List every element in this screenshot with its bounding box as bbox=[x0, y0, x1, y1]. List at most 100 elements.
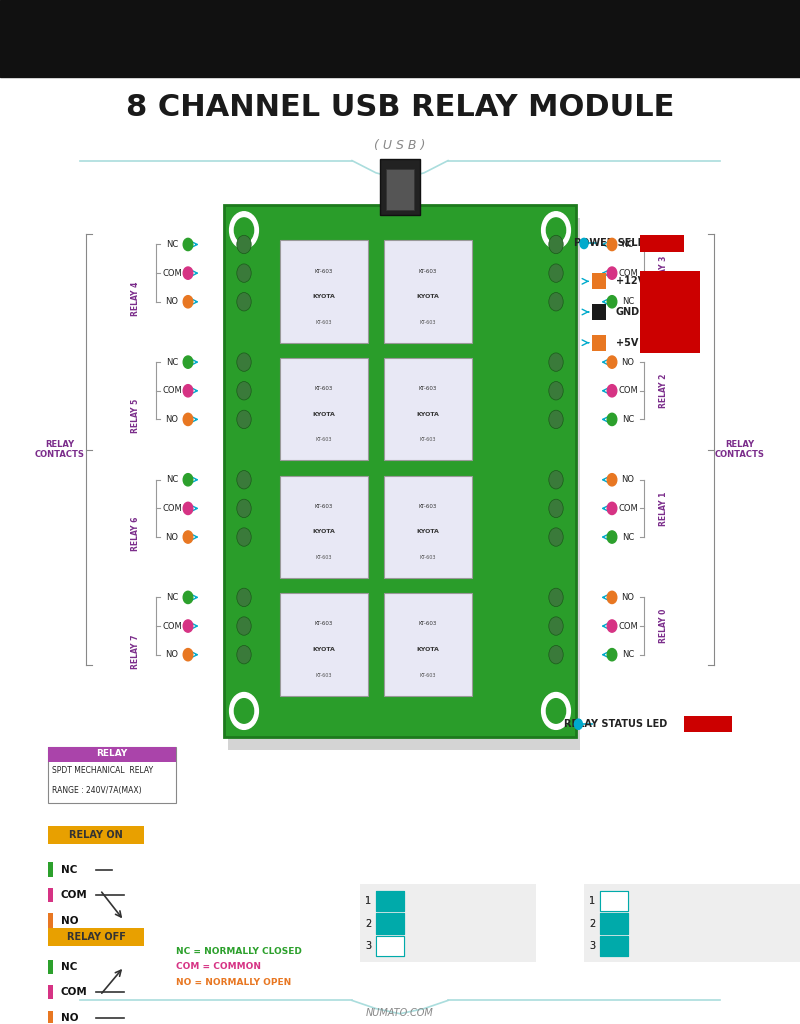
Circle shape bbox=[183, 530, 193, 543]
Text: KT-603: KT-603 bbox=[419, 504, 437, 509]
Text: RELAY
CONTACTS: RELAY CONTACTS bbox=[35, 440, 85, 460]
Circle shape bbox=[574, 719, 582, 729]
Text: COM = COMMON: COM = COMMON bbox=[176, 963, 261, 971]
Text: NC: NC bbox=[166, 357, 178, 367]
Bar bbox=[384, 241, 472, 343]
Text: 8 CHANNEL USB RELAY MODULE: 8 CHANNEL USB RELAY MODULE bbox=[126, 93, 674, 122]
Circle shape bbox=[542, 212, 570, 249]
Bar bbox=[376, 913, 404, 934]
Text: COM: COM bbox=[61, 987, 87, 997]
Circle shape bbox=[607, 385, 617, 397]
Text: Connect the positive
terminal of the power
supply to the +5V
terminal on the mod: Connect the positive terminal of the pow… bbox=[416, 897, 523, 948]
Bar bbox=[600, 913, 628, 934]
Circle shape bbox=[237, 616, 251, 635]
Text: KT-603: KT-603 bbox=[315, 386, 333, 391]
Bar bbox=[384, 358, 472, 461]
Text: NC: NC bbox=[622, 297, 634, 306]
Text: KT-603: KT-603 bbox=[420, 319, 436, 325]
Circle shape bbox=[234, 218, 254, 243]
Text: NO: NO bbox=[622, 357, 634, 367]
Bar bbox=[48, 1011, 53, 1024]
Circle shape bbox=[549, 353, 563, 372]
Circle shape bbox=[549, 499, 563, 517]
Text: SPDT MECHANICAL  RELAY: SPDT MECHANICAL RELAY bbox=[52, 766, 153, 775]
Circle shape bbox=[237, 499, 251, 517]
Circle shape bbox=[549, 382, 563, 400]
Text: Connect the positive
terminal of the power
supply to the +5V
terminal on the mod: Connect the positive terminal of the pow… bbox=[416, 897, 523, 948]
Text: By default the board is
configured to use +5V
supply form USB [2-3]: By default the board is configured to us… bbox=[640, 908, 743, 938]
Circle shape bbox=[237, 411, 251, 429]
Circle shape bbox=[183, 385, 193, 397]
Text: RELAY 7: RELAY 7 bbox=[131, 634, 141, 669]
Circle shape bbox=[230, 692, 258, 729]
Bar bbox=[376, 891, 404, 911]
Text: RELAY 4: RELAY 4 bbox=[131, 282, 141, 315]
Text: COM: COM bbox=[618, 622, 638, 631]
Text: 3: 3 bbox=[589, 941, 595, 951]
Circle shape bbox=[183, 620, 193, 632]
Text: COM: COM bbox=[618, 268, 638, 278]
Bar bbox=[280, 241, 368, 343]
Text: NO = NORMALLY OPEN: NO = NORMALLY OPEN bbox=[176, 978, 291, 986]
Circle shape bbox=[607, 414, 617, 426]
Circle shape bbox=[542, 692, 570, 729]
Text: RELAY 6: RELAY 6 bbox=[131, 517, 141, 551]
Text: KT-603: KT-603 bbox=[315, 268, 333, 273]
Text: NC = NORMALLY CLOSED: NC = NORMALLY CLOSED bbox=[176, 947, 302, 955]
Text: KT-603: KT-603 bbox=[316, 437, 332, 442]
Text: KT-603: KT-603 bbox=[419, 622, 437, 627]
Bar bbox=[386, 169, 414, 210]
Text: NO: NO bbox=[166, 297, 178, 306]
Text: 1: 1 bbox=[589, 896, 595, 906]
Circle shape bbox=[607, 502, 617, 514]
Text: KT-603: KT-603 bbox=[315, 504, 333, 509]
Bar bbox=[592, 335, 606, 351]
Bar bbox=[48, 825, 144, 844]
Circle shape bbox=[549, 616, 563, 635]
Circle shape bbox=[237, 264, 251, 283]
Bar bbox=[280, 476, 368, 578]
Bar bbox=[48, 746, 176, 803]
Text: KYOTA: KYOTA bbox=[417, 412, 439, 417]
Bar bbox=[48, 888, 53, 902]
Circle shape bbox=[183, 239, 193, 251]
Bar bbox=[592, 304, 606, 321]
Text: 2: 2 bbox=[365, 919, 371, 929]
Bar bbox=[640, 271, 700, 353]
Text: KT-603: KT-603 bbox=[420, 555, 436, 560]
Bar bbox=[360, 884, 536, 962]
Circle shape bbox=[607, 296, 617, 308]
Bar bbox=[228, 218, 580, 750]
Text: KYOTA: KYOTA bbox=[417, 529, 439, 535]
Circle shape bbox=[237, 645, 251, 664]
Circle shape bbox=[607, 620, 617, 632]
Text: RELAY
CONTACTS: RELAY CONTACTS bbox=[715, 440, 765, 460]
Text: 2: 2 bbox=[589, 919, 595, 929]
Text: NC: NC bbox=[166, 240, 178, 249]
Text: KT-603: KT-603 bbox=[420, 437, 436, 442]
Text: NO: NO bbox=[622, 593, 634, 602]
Circle shape bbox=[237, 382, 251, 400]
Text: COM: COM bbox=[162, 622, 182, 631]
Text: KYOTA: KYOTA bbox=[313, 647, 335, 652]
Circle shape bbox=[237, 236, 251, 254]
Text: NC: NC bbox=[622, 650, 634, 659]
Text: KT-603: KT-603 bbox=[316, 555, 332, 560]
Text: NO: NO bbox=[61, 915, 78, 926]
Bar bbox=[48, 985, 53, 999]
Circle shape bbox=[230, 212, 258, 249]
Text: RELAY 1: RELAY 1 bbox=[659, 492, 669, 525]
Text: RELAY 0: RELAY 0 bbox=[659, 609, 669, 643]
Circle shape bbox=[549, 264, 563, 283]
Circle shape bbox=[183, 502, 193, 514]
Bar bbox=[380, 159, 420, 215]
Text: NC: NC bbox=[166, 475, 178, 484]
Text: RELAY 2: RELAY 2 bbox=[659, 374, 669, 408]
Text: +12V: +12V bbox=[616, 276, 645, 287]
Bar bbox=[48, 746, 176, 762]
Bar bbox=[640, 236, 684, 252]
Circle shape bbox=[607, 474, 617, 486]
Bar bbox=[0, 0, 800, 77]
Text: KYOTA: KYOTA bbox=[313, 529, 335, 535]
Text: RELAY 5: RELAY 5 bbox=[131, 399, 141, 433]
